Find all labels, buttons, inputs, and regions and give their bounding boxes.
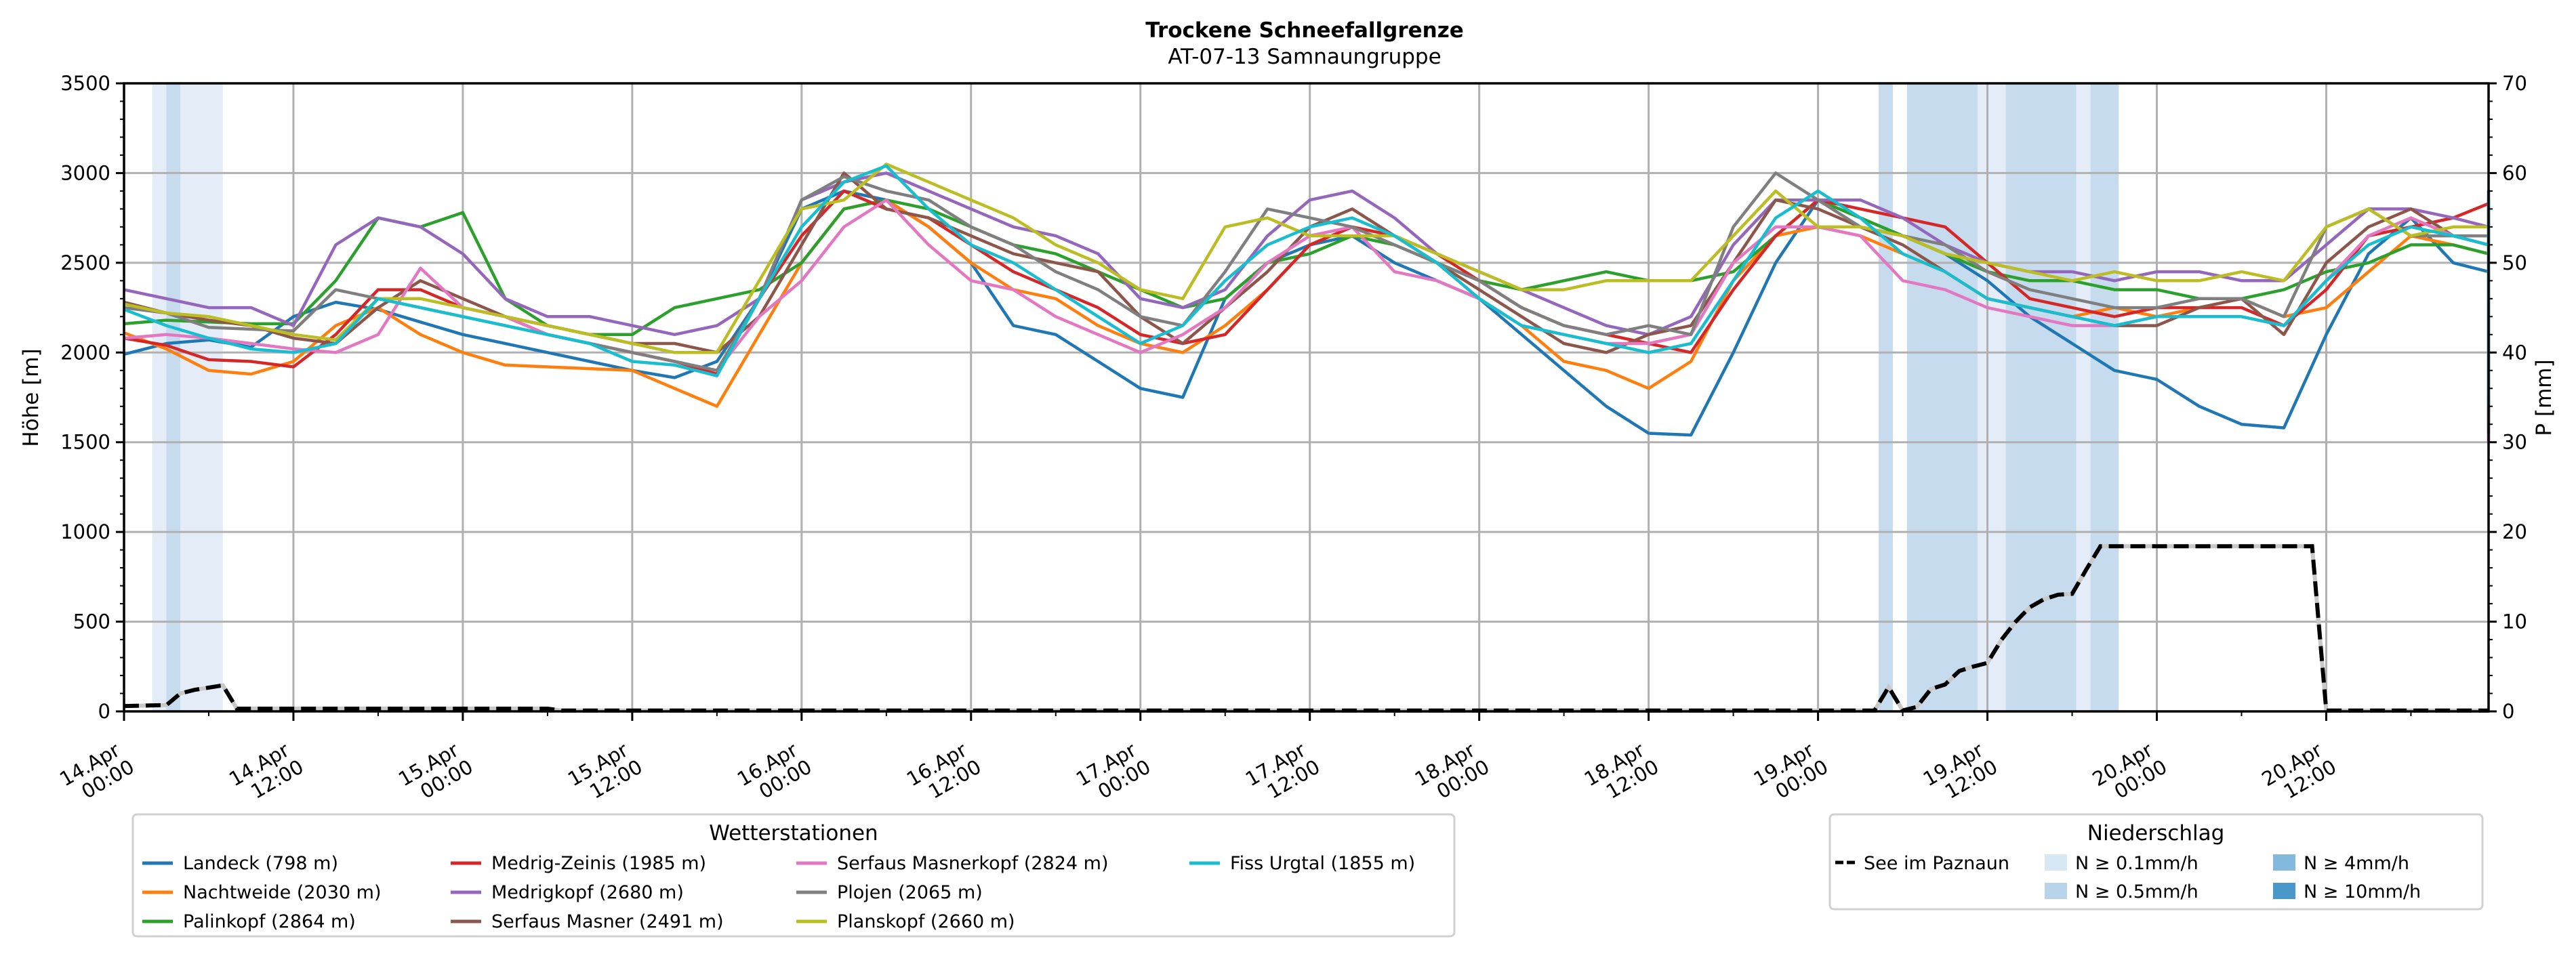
precip-band (152, 83, 167, 711)
legend-precip-swatch (2045, 883, 2067, 899)
series-line (123, 171, 2491, 398)
precip-series (123, 544, 2489, 713)
legend-precip-label: N ≥ 4mm/h (2304, 853, 2409, 874)
legend-precip-swatch (2273, 883, 2295, 899)
precip-band (1977, 83, 2006, 711)
y2-tick-label: 50 (2502, 251, 2527, 274)
y-tick-label: 1000 (60, 520, 110, 543)
legend-precip-line-label: See im Paznaun (1864, 853, 2009, 874)
chart-title: Trockene Schneefallgrenze (1145, 18, 1464, 43)
precip-band (180, 83, 223, 711)
legend-label: Serfaus Masner (2491 m) (491, 911, 724, 932)
series-line (123, 162, 2491, 398)
y2-tick-label: 40 (2502, 341, 2527, 364)
y-tick-label: 2500 (60, 251, 110, 274)
y2-tick-label: 10 (2502, 610, 2527, 633)
station-series (123, 162, 2491, 444)
precip-band (2005, 83, 2077, 711)
legend-precip-swatch (2273, 854, 2295, 871)
legend-label: Fiss Urgtal (1855 m) (1230, 853, 1415, 874)
legend-stations-title: Wetterstationen (709, 821, 878, 846)
precip-line (123, 544, 2489, 713)
legend-label: Medrig-Zeinis (1985 m) (491, 853, 706, 874)
precip-band (2090, 83, 2119, 711)
legend-precip-label: N ≥ 10mm/h (2304, 881, 2421, 902)
legend-label: Medrigkopf (2680 m) (491, 882, 684, 903)
y-tick-label: 500 (73, 610, 110, 633)
y-tick-label: 2000 (60, 341, 110, 364)
y-axis-label: Höhe [m] (19, 348, 43, 446)
legend-label: Landeck (798 m) (183, 853, 338, 874)
legend-precip-title: Niederschlag (2087, 821, 2225, 846)
legend-label: Serfaus Masnerkopf (2824 m) (837, 853, 1108, 874)
legend-label: Nachtweide (2030 m) (183, 882, 381, 903)
legend-precip: Niederschlag See im Paznaun N ≥ 0.1mm/h N… (1828, 813, 2484, 911)
legend-label: Plojen (2065 m) (837, 882, 983, 903)
y-tick-label: 3000 (60, 161, 110, 184)
y2-tick-label: 20 (2502, 520, 2527, 543)
precip-band (166, 83, 181, 711)
legend-label: Planskopf (2660 m) (837, 911, 1015, 932)
y-tick-label: 1500 (60, 431, 110, 454)
legend-label: Palinkopf (2864 m) (183, 911, 356, 932)
y2-tick-label: 70 (2502, 72, 2527, 95)
precip-band (2076, 83, 2091, 711)
axes: 0 500 1000 1500 2000 2500 3000 3500 0 10 20 30 40 50 6… (56, 72, 2527, 804)
y-tick-label: 3500 (60, 72, 110, 95)
y2-tick-label: 30 (2502, 431, 2527, 454)
legend-stations: Wetterstationen Landeck (798 m) Nachtweid… (131, 813, 1456, 938)
legend-precip-swatch (2045, 854, 2067, 871)
y2-axis-label: P [mm] (2532, 359, 2556, 436)
precip-band (1906, 83, 1978, 711)
legend-precip-label: N ≥ 0.5mm/h (2075, 881, 2199, 902)
y-tick-label: 0 (98, 700, 110, 723)
legend-precip-label: N ≥ 0.1mm/h (2075, 853, 2199, 874)
series-line (123, 171, 2491, 435)
y2-tick-label: 0 (2502, 700, 2514, 723)
precip-band (1879, 83, 1893, 711)
plot-frame (123, 82, 2490, 713)
precip-line-bg (123, 544, 2489, 713)
precip-bands (152, 83, 2119, 711)
y2-tick-label: 60 (2502, 161, 2527, 184)
grid-lines (123, 82, 2489, 713)
series-line (123, 171, 2491, 430)
chart-subtitle: AT-07-13 Samnaungruppe (1168, 45, 1441, 69)
